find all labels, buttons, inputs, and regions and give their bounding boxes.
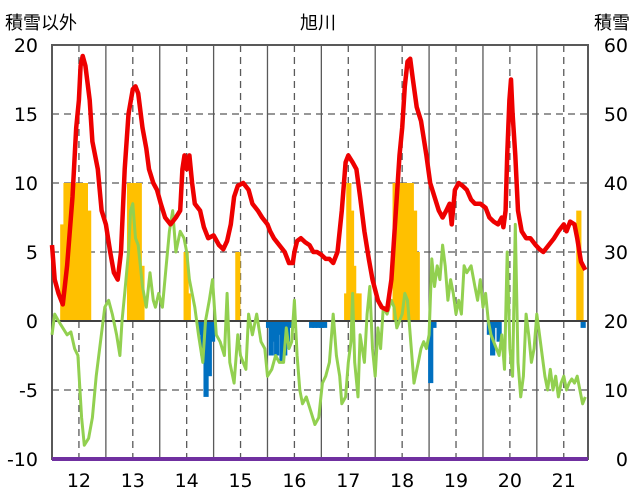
- y-left-tick-label: 5: [26, 242, 38, 264]
- x-tick-label: 21: [552, 470, 576, 492]
- y-left-tick-label: -10: [7, 449, 38, 471]
- yellow-bar: [405, 183, 411, 321]
- blue-bar: [279, 321, 285, 363]
- yellow-bar: [69, 183, 76, 321]
- red-series-line: [49, 53, 588, 313]
- blue-bar: [274, 321, 280, 356]
- y-right-tick-label: 20: [604, 311, 628, 333]
- left-axis-label: 積雪以外: [5, 13, 77, 34]
- chart-title: 旭川: [300, 13, 336, 34]
- y-right-tick-label: 50: [604, 104, 628, 126]
- y-right-tick-label: 30: [604, 242, 628, 264]
- x-tick-label: 15: [228, 470, 252, 492]
- blue-bar: [276, 321, 282, 335]
- blue-bar: [268, 321, 274, 356]
- yellow-bar: [578, 265, 584, 321]
- yellow-bar: [185, 293, 191, 321]
- blue-bar: [209, 321, 216, 342]
- y-right-tick-label: 40: [604, 173, 628, 195]
- yellow-bar: [133, 183, 139, 321]
- blue-bar: [287, 321, 293, 328]
- yellow-bar: [79, 183, 85, 321]
- yellow-bar: [235, 252, 241, 321]
- yellow-bar: [414, 252, 420, 321]
- x-tick-label: 19: [444, 470, 468, 492]
- yellow-bar: [82, 183, 88, 321]
- y-left-tick-label: -5: [19, 380, 38, 402]
- x-tick-label: 16: [282, 470, 306, 492]
- blue-bar: [271, 321, 277, 342]
- blue-bar: [428, 321, 434, 384]
- blue-bar: [493, 321, 499, 328]
- yellow-bar: [411, 210, 418, 321]
- blue-bar: [321, 321, 328, 328]
- yellow-bar: [86, 210, 92, 321]
- green-series-line: [50, 202, 587, 447]
- x-tick-label: 17: [336, 470, 360, 492]
- x-tick-label: 12: [67, 470, 91, 492]
- blue-bar: [318, 321, 324, 328]
- yellow-bar: [76, 183, 82, 321]
- blue-bar: [265, 321, 272, 328]
- yellow-bar: [402, 183, 408, 321]
- y-left-tick-label: 0: [26, 311, 38, 333]
- y-left-tick-label: 15: [14, 104, 38, 126]
- blue-bar: [496, 321, 502, 342]
- blue-bar: [580, 321, 586, 328]
- x-tick-label: 13: [121, 470, 145, 492]
- right-axis-label: 積雪: [594, 13, 630, 34]
- yellow-bar: [60, 224, 66, 321]
- blue-bar: [203, 321, 209, 397]
- blue-bar: [206, 321, 212, 377]
- yellow-bar: [353, 293, 359, 321]
- blue-bar: [197, 321, 203, 335]
- yellow-bar: [356, 293, 362, 321]
- y-left-tick-label: 20: [14, 35, 38, 57]
- yellow-bar: [73, 183, 79, 321]
- yellow-bar: [399, 183, 405, 321]
- yellow-bar: [183, 252, 189, 321]
- yellow-bar: [408, 183, 414, 321]
- yellow-bar: [130, 183, 136, 321]
- yellow-bar: [346, 183, 352, 321]
- yellow-bar: [395, 183, 401, 321]
- blue-bar: [315, 321, 321, 328]
- yellow-bar: [139, 265, 145, 321]
- x-tick-label: 20: [498, 470, 522, 492]
- blue-bar: [200, 321, 206, 356]
- blue-bar: [309, 321, 315, 328]
- x-tick-label: 14: [175, 470, 199, 492]
- y-right-tick-label: 10: [604, 380, 628, 402]
- y-right-tick-label: 60: [604, 35, 628, 57]
- blue-bar: [312, 321, 318, 328]
- lines: [49, 53, 588, 461]
- x-tick-label: 18: [390, 470, 414, 492]
- y-right-tick-label: 0: [616, 449, 628, 471]
- blue-bar: [431, 321, 437, 328]
- y-left-tick-label: 10: [14, 173, 38, 195]
